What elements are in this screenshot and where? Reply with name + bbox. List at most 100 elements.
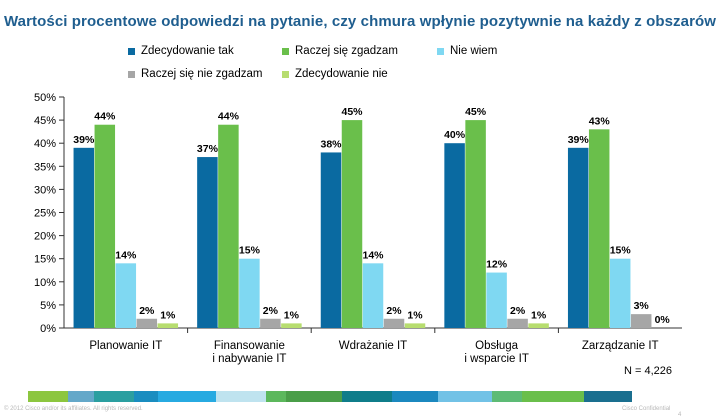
legend-swatch bbox=[128, 70, 135, 78]
y-tick-label: 35% bbox=[34, 161, 56, 173]
data-label: 45% bbox=[465, 106, 487, 118]
legend-label: Nie wiem bbox=[450, 45, 498, 57]
footer-stripe-segment bbox=[216, 391, 266, 402]
data-label: 0% bbox=[655, 314, 671, 326]
y-tick-label: 45% bbox=[34, 115, 56, 127]
data-label: 44% bbox=[94, 111, 116, 123]
bar bbox=[588, 129, 610, 328]
data-label: 3% bbox=[634, 300, 650, 312]
data-label: 40% bbox=[444, 129, 466, 141]
bar bbox=[630, 314, 652, 328]
legend-item: Raczej się nie zgadzam bbox=[128, 68, 262, 80]
legend-item: Zdecydowanie tak bbox=[128, 45, 234, 57]
data-label: 39% bbox=[568, 134, 590, 146]
bar bbox=[507, 318, 528, 328]
footer-stripe-segment bbox=[94, 391, 134, 402]
category-label: Finansowanie bbox=[214, 340, 285, 352]
bar bbox=[444, 143, 465, 328]
bar bbox=[218, 124, 239, 328]
bar bbox=[197, 157, 218, 328]
data-label: 2% bbox=[263, 305, 279, 317]
footer-page-number: 4 bbox=[678, 412, 682, 418]
bar bbox=[281, 323, 302, 328]
bar bbox=[341, 120, 363, 328]
bar bbox=[260, 318, 281, 328]
footer-color-stripe bbox=[28, 391, 632, 402]
footer-confidential-label: Cisco Confidential bbox=[622, 406, 671, 412]
data-label: 39% bbox=[73, 134, 95, 146]
footer-copyright: © 2012 Cisco and/or its affiliates. All … bbox=[4, 406, 143, 412]
chart-title: Wartości procentowe odpowiedzi na pytani… bbox=[3, 13, 717, 30]
data-label: 15% bbox=[610, 245, 632, 257]
y-tick-label: 30% bbox=[34, 184, 56, 196]
data-label: 1% bbox=[531, 309, 547, 321]
data-label: 1% bbox=[407, 309, 423, 321]
footer-stripe-segment bbox=[584, 391, 632, 402]
bar bbox=[609, 258, 631, 328]
bar bbox=[73, 147, 95, 328]
bar bbox=[136, 318, 158, 328]
category-label: Zarządzanie IT bbox=[582, 340, 659, 352]
data-label: 2% bbox=[139, 305, 155, 317]
legend-item: Nie wiem bbox=[437, 45, 497, 57]
y-tick-label: 10% bbox=[34, 277, 56, 289]
category-label: Obsługa bbox=[475, 340, 518, 352]
bar bbox=[404, 323, 426, 328]
y-tick-label: 20% bbox=[34, 231, 56, 243]
legend-swatch bbox=[128, 47, 135, 55]
data-label: 2% bbox=[510, 305, 526, 317]
footer-stripe-segment bbox=[68, 391, 94, 402]
y-tick-label: 50% bbox=[34, 92, 56, 104]
data-label: 43% bbox=[589, 115, 611, 127]
legend-label: Zdecydowanie nie bbox=[295, 68, 388, 80]
legend-item: Zdecydowanie nie bbox=[282, 68, 388, 80]
sample-size-note: N = 4,226 bbox=[624, 365, 673, 377]
bar bbox=[528, 323, 549, 328]
data-label: 2% bbox=[386, 305, 402, 317]
category-label: Planowanie IT bbox=[89, 340, 162, 352]
footer-stripe-segment bbox=[134, 391, 158, 402]
footer-stripe-segment bbox=[342, 391, 392, 402]
footer-stripe-segment bbox=[266, 391, 286, 402]
category-label: i nabywanie IT bbox=[212, 353, 286, 365]
legend-swatch bbox=[437, 47, 444, 55]
legend-item: Raczej się zgadzam bbox=[282, 45, 398, 57]
y-tick-label: 25% bbox=[34, 208, 56, 220]
data-label: 37% bbox=[197, 143, 219, 155]
bar bbox=[383, 318, 405, 328]
bar bbox=[94, 124, 116, 328]
bar bbox=[362, 263, 384, 328]
bar bbox=[567, 147, 589, 328]
bar bbox=[486, 272, 507, 328]
footer-stripe-segment bbox=[492, 391, 522, 402]
data-label: 44% bbox=[218, 111, 240, 123]
bar bbox=[320, 152, 342, 328]
footer-stripe-segment bbox=[522, 391, 584, 402]
legend-label: Raczej się zgadzam bbox=[295, 45, 398, 57]
bar bbox=[157, 323, 179, 328]
data-label: 45% bbox=[341, 106, 363, 118]
footer-stripe-segment bbox=[286, 391, 342, 402]
category-label: i wsparcie IT bbox=[464, 353, 529, 365]
data-label: 12% bbox=[486, 259, 508, 271]
category-label: Wdrażanie IT bbox=[339, 340, 407, 352]
y-tick-label: 15% bbox=[34, 254, 56, 266]
data-label: 14% bbox=[115, 249, 137, 261]
data-label: 1% bbox=[284, 309, 300, 321]
footer-stripe-segment bbox=[158, 391, 216, 402]
data-label: 1% bbox=[160, 309, 176, 321]
legend-label: Raczej się nie zgadzam bbox=[141, 68, 263, 80]
legend-swatch bbox=[282, 47, 289, 55]
data-label: 14% bbox=[362, 249, 384, 261]
bar bbox=[115, 263, 137, 328]
bar bbox=[465, 120, 486, 328]
bar bbox=[239, 258, 260, 328]
data-label: 15% bbox=[239, 245, 261, 257]
y-tick-label: 40% bbox=[34, 138, 56, 150]
data-label: 38% bbox=[320, 138, 342, 150]
footer-stripe-segment bbox=[438, 391, 492, 402]
footer-stripe-segment bbox=[28, 391, 68, 402]
y-tick-label: 5% bbox=[40, 300, 56, 312]
legend-swatch bbox=[282, 70, 289, 78]
